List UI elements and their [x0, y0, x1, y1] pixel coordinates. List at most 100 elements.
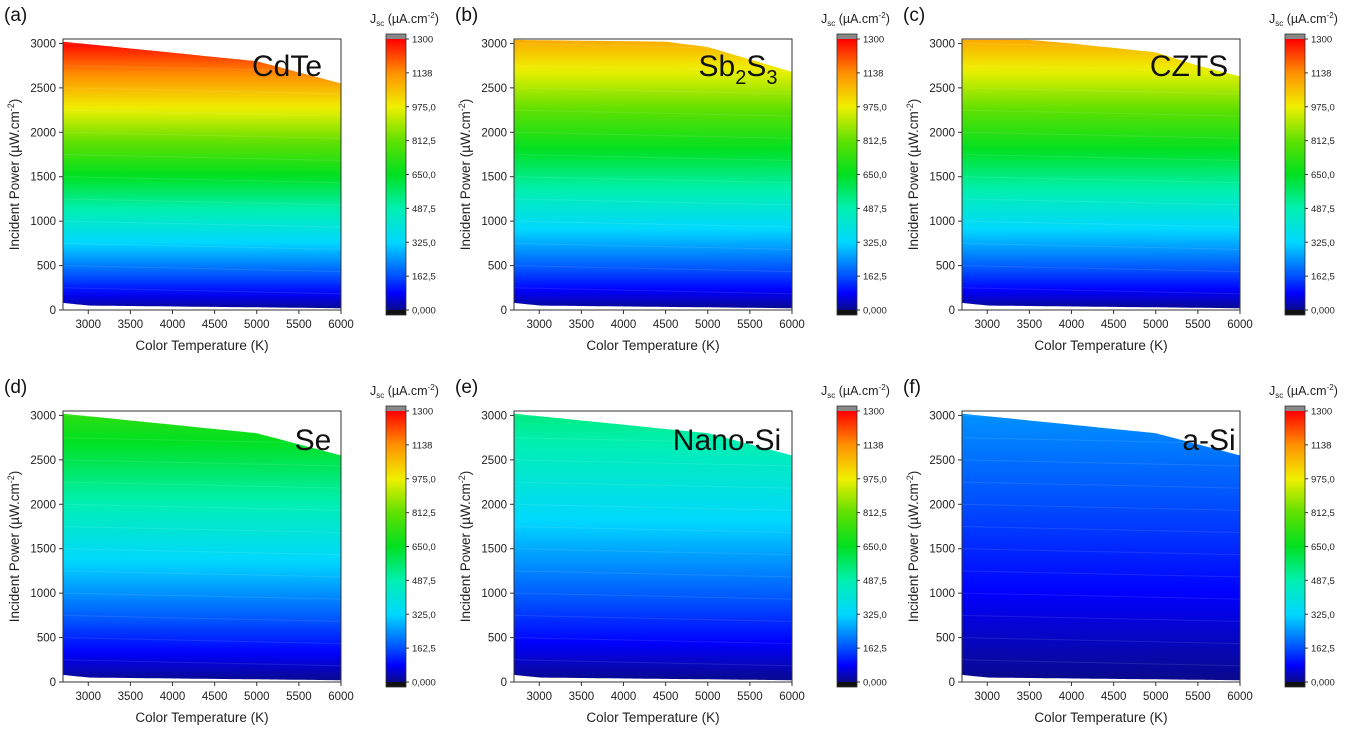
x-tick-label: 3000: [75, 691, 101, 703]
colorbar-tick-label: 975,0: [1311, 102, 1335, 113]
contour-line: [513, 592, 793, 600]
x-tick-label: 4000: [160, 319, 186, 331]
colorbar-underflow: [1285, 682, 1305, 687]
contour-line: [62, 265, 342, 273]
contour-line: [62, 42, 342, 50]
jsc-contour-fill: [514, 413, 792, 681]
y-tick-label: 0: [50, 305, 56, 317]
contour-line: [513, 614, 793, 622]
x-tick-label: 3500: [1017, 691, 1043, 703]
x-axis-title: Color Temperature (K): [135, 710, 268, 725]
panel-b: 3000 3500 4000 4500 5000 5500 6000 0 500 1000 1500…: [451, 0, 901, 365]
contour-line: [961, 287, 1241, 295]
y-tick-label: 1500: [929, 172, 955, 184]
colorbar-title: Jsc (µA.cm-2): [1269, 383, 1338, 400]
x-tick-label: 3000: [75, 319, 101, 331]
y-axis-title-close: ): [458, 471, 473, 476]
y-axis-title-main: Incident Power (µW.cm: [906, 111, 921, 250]
panel-letter: (f): [903, 377, 921, 398]
contour-line: [961, 437, 1241, 445]
panel-d: 3000 3500 4000 4500 5000 5500 6000 0 500 1000 1500…: [0, 372, 450, 737]
x-tick-label: 4500: [202, 691, 228, 703]
y-axis-title-main: Incident Power (µW.cm: [458, 111, 473, 250]
colorbar-title-main: J: [821, 384, 827, 398]
plot-frame: [513, 410, 793, 683]
y-axis-title-main: Incident Power (µW.cm: [7, 483, 22, 622]
x-tick-label: 4500: [202, 319, 228, 331]
x-tick-label: 5500: [1185, 691, 1211, 703]
colorbar-title-close: ): [886, 12, 890, 26]
x-tick-label: 4000: [611, 691, 637, 703]
colorbar-tick-label: 812,5: [412, 136, 436, 147]
colorbar-tick-label: 162,5: [863, 272, 887, 283]
x-tick-label: 3000: [974, 691, 1000, 703]
panel-letter: (c): [903, 5, 925, 26]
colorbar-tick-label: 1138: [1311, 68, 1331, 79]
colorbar-tick-label: 487,5: [1311, 576, 1335, 587]
colorbar-tick-label: 162,5: [412, 272, 436, 283]
contour-line: [961, 592, 1241, 600]
contour-line: [961, 154, 1241, 161]
colorbar-title-sup: -2: [879, 383, 887, 392]
x-tick-label: 4500: [653, 319, 679, 331]
y-tick-label: 3000: [30, 410, 56, 422]
colorbar-tick-label: 650,0: [1311, 170, 1335, 181]
jsc-contour-fill: [962, 39, 1240, 309]
jsc-contour-fill: [63, 41, 341, 309]
plot-frame: [513, 38, 793, 311]
y-axis-title-sup: -2: [457, 475, 467, 483]
heatmap-chart: 3000 3500 4000 4500 5000 5500 6000 0 500 1000 1500…: [903, 5, 1338, 353]
contour-line: [513, 176, 793, 184]
y-axis-title-close: ): [458, 99, 473, 104]
colorbar-tick-label: 487,5: [412, 576, 436, 587]
colorbar-underflow: [837, 682, 857, 687]
colorbar-title-sup: -2: [1327, 11, 1335, 20]
colorbar-title-close: ): [435, 12, 439, 26]
colorbar-title-sub: sc: [376, 19, 384, 28]
y-tick-label: 1500: [929, 544, 955, 556]
x-tick-label: 4500: [653, 691, 679, 703]
contour-line: [961, 414, 1241, 422]
x-axis-title: Color Temperature (K): [1034, 338, 1167, 353]
y-axis-title: Incident Power (µW.cm-2): [457, 99, 473, 251]
colorbar-tick-label: 1138: [1311, 440, 1331, 451]
y-tick-label: 1000: [481, 216, 507, 228]
contour-line: [961, 109, 1241, 117]
colorbar-title-unit: (µA.cm: [1283, 12, 1326, 26]
x-tick-label: 5000: [1143, 691, 1169, 703]
colorbar-tick-label: 1300: [412, 407, 433, 418]
contour-line: [513, 414, 793, 422]
y-tick-label: 500: [936, 261, 955, 273]
contour-line: [62, 131, 342, 139]
y-axis-title: Incident Power (µW.cm-2): [905, 471, 921, 623]
y-axis-title-close: ): [906, 471, 921, 476]
contour-line: [62, 154, 342, 161]
heatmap-chart: 3000 3500 4000 4500 5000 5500 6000 0 500 1000 1500…: [4, 5, 439, 353]
colorbar-title-sub: sc: [1275, 391, 1283, 400]
colorbar-tick-label: 325,0: [863, 610, 887, 621]
y-tick-label: 0: [50, 677, 56, 689]
colorbar-tick-label: 975,0: [1311, 474, 1335, 485]
contour-line: [513, 548, 793, 556]
panel-e: 3000 3500 4000 4500 5000 5500 6000 0 500 1000 1500…: [451, 372, 901, 737]
y-tick-label: 0: [501, 305, 507, 317]
colorbar-title-sub: sc: [827, 19, 835, 28]
colorbar-tick-label: 1300: [863, 407, 884, 418]
y-tick-label: 500: [936, 633, 955, 645]
colorbar-title-close: ): [1334, 12, 1338, 26]
y-axis-title-close: ): [906, 99, 921, 104]
y-axis-title-sup: -2: [905, 475, 915, 483]
colorbar-overflow: [1285, 34, 1305, 39]
contour-line: [961, 503, 1241, 511]
contour-line: [513, 570, 793, 578]
colorbar-tick-label: 325,0: [863, 238, 887, 249]
x-tick-label: 4000: [611, 319, 637, 331]
x-tick-label: 5000: [695, 319, 721, 331]
colorbar-title-sup: -2: [879, 11, 887, 20]
y-tick-label: 0: [501, 677, 507, 689]
x-tick-label: 6000: [328, 319, 354, 331]
contour-line: [62, 548, 342, 556]
y-axis-title-close: ): [7, 471, 22, 476]
colorbar-title-unit: (µA.cm: [835, 12, 878, 26]
contour-line: [513, 131, 793, 139]
